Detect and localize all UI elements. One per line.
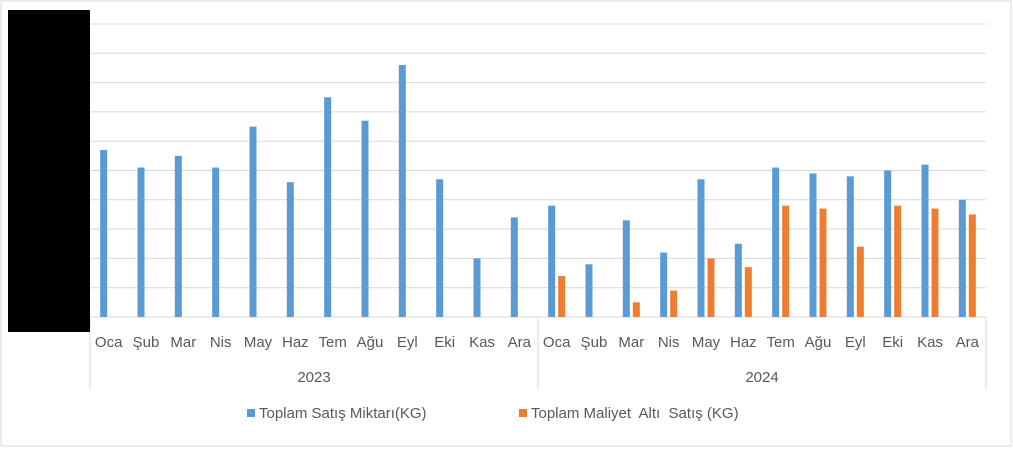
bar xyxy=(473,258,481,317)
x-tick-label: Şub xyxy=(581,334,608,351)
x-tick-label: May xyxy=(692,334,721,351)
legend-label: Toplam Satış Miktarı(KG) xyxy=(259,405,427,422)
bar xyxy=(100,149,108,317)
bar xyxy=(249,126,257,317)
x-tick-label: Ağu xyxy=(357,334,384,351)
legend-swatch xyxy=(519,409,527,417)
x-tick-label: Oca xyxy=(95,334,123,351)
bar xyxy=(548,205,556,317)
bar xyxy=(846,176,854,317)
bar xyxy=(968,214,976,317)
bar xyxy=(324,97,332,317)
bar xyxy=(772,167,780,317)
bar xyxy=(510,217,518,317)
bar xyxy=(819,208,827,317)
bar xyxy=(744,267,752,317)
legend-swatch xyxy=(247,409,255,417)
x-tick-label: Şub xyxy=(133,334,160,351)
x-tick-label: Tem xyxy=(318,334,346,351)
bar xyxy=(782,205,790,317)
x-tick-label: Eki xyxy=(434,334,455,351)
x-tick-label: Oca xyxy=(543,334,571,351)
x-tick-label: Nis xyxy=(210,334,232,351)
bar xyxy=(921,164,929,317)
x-tick-label: Tem xyxy=(766,334,794,351)
x-tick-label: Haz xyxy=(282,334,309,351)
plot-area: Oca Şub Mar Nis May Haz Tem Ağu Eyl Eki Kas Ara Oca Ş… xyxy=(89,23,987,422)
group-label: 2023 xyxy=(297,369,330,386)
x-tick-label: Kas xyxy=(469,334,495,351)
group-label: 2024 xyxy=(745,369,778,386)
bar xyxy=(670,290,678,317)
bar xyxy=(212,167,220,317)
bar xyxy=(884,170,892,317)
bar xyxy=(558,275,566,317)
bar xyxy=(856,246,864,317)
redaction-box xyxy=(8,10,90,332)
x-tick-label: Kas xyxy=(917,334,943,351)
x-tick-label: Ağu xyxy=(805,334,832,351)
bar xyxy=(286,182,294,317)
bar xyxy=(931,208,939,317)
x-tick-label: Ara xyxy=(956,334,980,351)
bar xyxy=(436,179,444,317)
legend-label: Toplam Maliyet Altı Satış (KG) xyxy=(531,405,739,422)
bar xyxy=(137,167,145,317)
bar xyxy=(894,205,902,317)
bar xyxy=(958,199,966,317)
x-tick-label: Haz xyxy=(730,334,757,351)
bar xyxy=(585,264,593,317)
bar xyxy=(398,65,406,318)
bar xyxy=(734,243,742,317)
x-tick-label: Ara xyxy=(508,334,532,351)
x-tick-label: Eyl xyxy=(845,334,866,351)
x-tick-label: Mar xyxy=(618,334,644,351)
bar xyxy=(697,179,705,317)
x-tick-label: May xyxy=(244,334,273,351)
bar xyxy=(809,173,817,317)
x-tick-label: Eki xyxy=(882,334,903,351)
x-tick-label: Nis xyxy=(658,334,680,351)
bar xyxy=(622,220,630,317)
bar xyxy=(707,258,715,317)
x-tick-label: Mar xyxy=(170,334,196,351)
bar xyxy=(361,120,369,317)
bar xyxy=(660,252,668,317)
bar xyxy=(632,302,640,317)
bar xyxy=(174,155,182,317)
x-tick-label: Eyl xyxy=(397,334,418,351)
